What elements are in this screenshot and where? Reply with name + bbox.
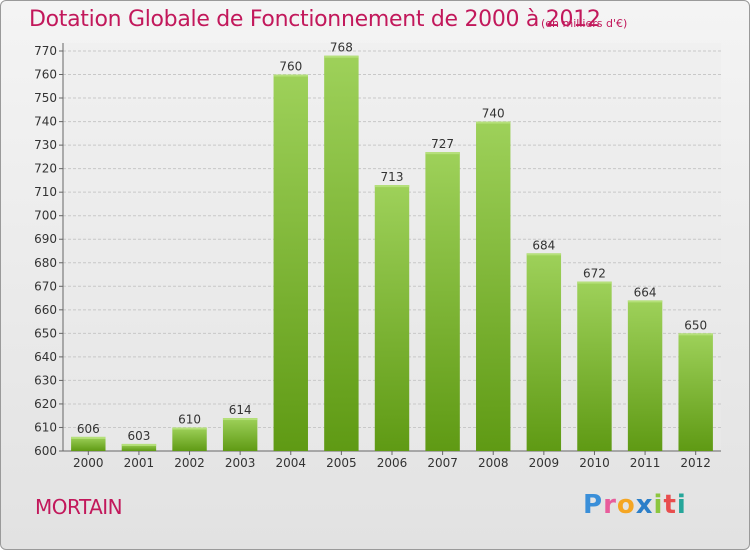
bar bbox=[121, 443, 157, 451]
bar-highlight bbox=[71, 436, 106, 439]
y-tick-label: 750 bbox=[34, 91, 57, 105]
y-tick-label: 700 bbox=[34, 209, 57, 223]
bar-highlight bbox=[121, 443, 157, 446]
logo-letter: P bbox=[583, 490, 604, 520]
logo-letter: o bbox=[616, 490, 636, 520]
data-label: 650 bbox=[684, 318, 707, 332]
logo-letter: i bbox=[653, 490, 664, 520]
y-tick-label: 680 bbox=[34, 256, 57, 270]
y-tick-label: 630 bbox=[34, 373, 57, 387]
y-tick-label: 730 bbox=[34, 138, 57, 152]
bar-highlight bbox=[678, 333, 713, 336]
bar bbox=[172, 427, 207, 451]
data-label: 727 bbox=[431, 137, 454, 151]
y-tick-label: 610 bbox=[34, 420, 57, 434]
bar-highlight bbox=[324, 55, 359, 58]
bar bbox=[476, 121, 511, 452]
data-label: 610 bbox=[178, 412, 201, 426]
x-tick-label: 2000 bbox=[73, 456, 104, 470]
bar-highlight bbox=[425, 152, 460, 155]
y-tick-label: 760 bbox=[34, 68, 57, 82]
y-tick-label: 620 bbox=[34, 397, 57, 411]
y-tick-label: 650 bbox=[34, 326, 57, 340]
data-label: 603 bbox=[127, 429, 150, 443]
bar bbox=[273, 74, 308, 451]
logo-letter: i bbox=[676, 490, 687, 520]
y-tick-label: 660 bbox=[34, 303, 57, 317]
data-label: 760 bbox=[279, 60, 302, 74]
proxiti-logo: Proxiti bbox=[583, 490, 687, 520]
x-tick-label: 2003 bbox=[225, 456, 256, 470]
place-name: MORTAIN bbox=[35, 495, 123, 519]
bar-highlight bbox=[627, 300, 663, 303]
data-label: 664 bbox=[634, 285, 657, 299]
x-tick-label: 2012 bbox=[680, 456, 711, 470]
y-tick-label: 720 bbox=[34, 162, 57, 176]
bar-highlight bbox=[273, 74, 308, 77]
chart-subtitle: (en milliers d'€) bbox=[541, 17, 628, 30]
x-tick-label: 2008 bbox=[478, 456, 509, 470]
chart-title: Dotation Globale de Fonctionnement de 20… bbox=[29, 7, 601, 32]
x-tick-label: 2009 bbox=[529, 456, 560, 470]
bar bbox=[526, 253, 562, 451]
x-tick-label: 2001 bbox=[124, 456, 155, 470]
bar-highlight bbox=[172, 427, 207, 430]
y-tick-label: 740 bbox=[34, 115, 57, 129]
data-label: 740 bbox=[482, 107, 505, 121]
bar-highlight bbox=[526, 253, 562, 256]
y-tick-label: 640 bbox=[34, 350, 57, 364]
bar bbox=[324, 55, 359, 452]
data-label: 606 bbox=[77, 422, 100, 436]
bar bbox=[71, 436, 106, 451]
bar bbox=[627, 300, 663, 451]
bar-highlight bbox=[476, 121, 511, 124]
y-tick-label: 670 bbox=[34, 279, 57, 293]
bar bbox=[374, 185, 410, 451]
bar bbox=[222, 418, 258, 451]
bar bbox=[678, 333, 713, 451]
data-label: 713 bbox=[381, 170, 404, 184]
y-tick-label: 710 bbox=[34, 185, 57, 199]
y-tick-label: 690 bbox=[34, 232, 57, 246]
data-label: 672 bbox=[583, 267, 606, 281]
bar bbox=[425, 152, 460, 452]
x-tick-label: 2010 bbox=[579, 456, 610, 470]
y-tick-label: 600 bbox=[34, 444, 57, 458]
logo-letter: x bbox=[635, 490, 654, 520]
bar-highlight bbox=[577, 281, 612, 284]
bar-highlight bbox=[222, 418, 258, 421]
bar bbox=[577, 281, 612, 451]
data-label: 614 bbox=[229, 403, 252, 417]
x-tick-label: 2007 bbox=[427, 456, 458, 470]
x-tick-label: 2006 bbox=[377, 456, 408, 470]
y-tick-label: 770 bbox=[34, 44, 57, 58]
x-tick-label: 2005 bbox=[326, 456, 357, 470]
bar-highlight bbox=[374, 185, 410, 188]
x-tick-label: 2011 bbox=[630, 456, 661, 470]
logo-letter: r bbox=[603, 490, 617, 520]
data-label: 684 bbox=[532, 238, 555, 252]
logo-letter: t bbox=[663, 490, 677, 520]
x-tick-label: 2004 bbox=[275, 456, 306, 470]
data-label: 768 bbox=[330, 41, 353, 55]
x-tick-label: 2002 bbox=[174, 456, 205, 470]
